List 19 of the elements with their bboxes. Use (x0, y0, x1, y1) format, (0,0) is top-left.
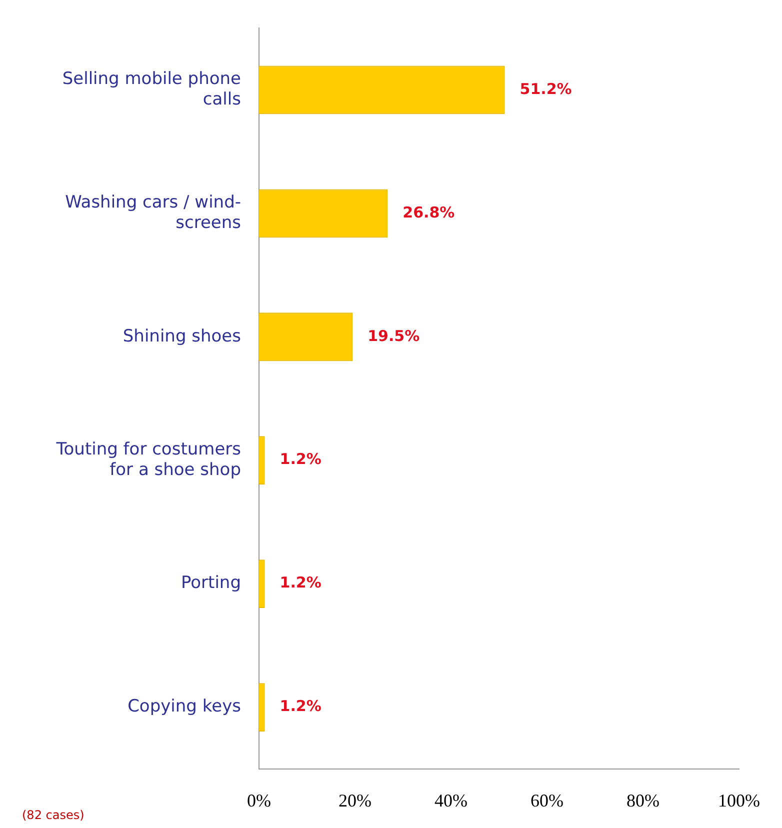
data-label: 19.5% (368, 326, 420, 345)
y-tick-label: Copying keys (128, 696, 242, 717)
y-tick-label: Selling mobile phone calls (62, 69, 242, 110)
y-tick-label: Touting for costumers for a shoe shop (55, 440, 242, 480)
data-label: 1.2% (280, 450, 322, 468)
x-tick-label: 60% (530, 790, 564, 811)
x-tick-label: 40% (434, 790, 468, 811)
data-label: 51.2% (520, 80, 572, 98)
data-label: 1.2% (280, 697, 322, 716)
data-label: 26.8% (402, 203, 455, 222)
text: (82 cases) (22, 808, 84, 822)
y-tick-label: Porting (181, 573, 241, 594)
y-tick-label: Shining shoes (122, 326, 242, 346)
data-label: 1.2% (280, 574, 322, 592)
x-tick-label: 0% (247, 790, 271, 811)
x-tick-label: 100% (718, 790, 760, 811)
x-tick-label: 20% (338, 790, 372, 811)
x-tick-label: 80% (626, 790, 660, 811)
y-tick-label: Washing cars / wind-screens (65, 192, 242, 234)
